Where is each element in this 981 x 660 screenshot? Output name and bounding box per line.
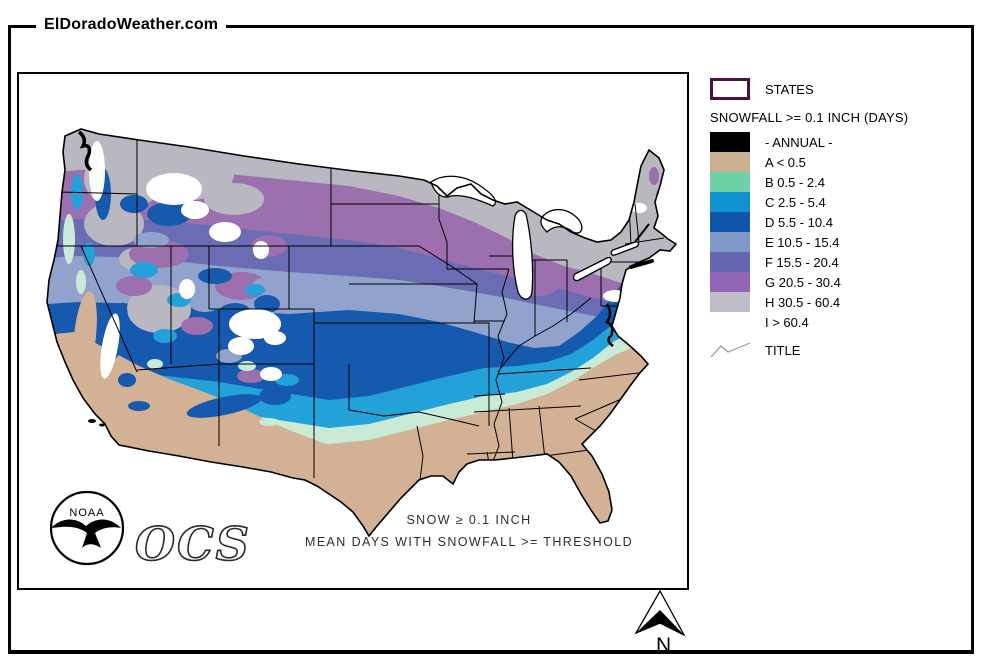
map-caption-line2: MEAN DAYS WITH SNOWFALL >= THRESHOLD — [305, 535, 633, 549]
long-island — [629, 259, 654, 269]
legend-states-row: STATES — [710, 77, 972, 101]
puget-sound — [77, 130, 93, 172]
legend-row-h: H 30.5 - 60.4 — [710, 292, 972, 312]
title-row-label: TITLE — [765, 342, 801, 358]
legend-row-annual: - ANNUAL - — [710, 132, 972, 152]
site-title[interactable]: ElDoradoWeather.com — [36, 16, 227, 34]
north-arrow-chevron — [636, 610, 684, 635]
title-zigzag-icon — [710, 342, 751, 358]
swatch-h — [710, 292, 750, 312]
swatch-e — [710, 232, 750, 252]
st-lawrence — [634, 223, 650, 243]
legend-row-g: G 20.5 - 30.4 — [710, 272, 972, 292]
legend-row-a: A < 0.5 — [710, 152, 972, 172]
states-label: STATES — [765, 81, 814, 97]
us-snowfall-map[interactable] — [19, 74, 687, 588]
swatch-f — [710, 252, 750, 272]
lake-michigan — [511, 209, 534, 300]
legend-row-c: C 2.5 - 5.4 — [710, 192, 972, 212]
legend-row-b: B 0.5 - 2.4 — [710, 172, 972, 192]
legend-row-i: I > 60.4 — [710, 312, 972, 332]
noaa-bird-icon — [51, 519, 121, 548]
map-caption-line1: SNOW ≥ 0.1 INCH — [406, 513, 532, 527]
swatch-b — [710, 172, 750, 192]
swatch-c — [710, 192, 750, 212]
map-panel: SNOW ≥ 0.1 INCH MEAN DAYS WITH SNOWFALL … — [17, 72, 689, 590]
legend-title-row: TITLE — [710, 339, 972, 361]
swatch-g — [710, 272, 750, 292]
great-lakes — [430, 175, 640, 300]
north-arrow: N — [634, 589, 686, 656]
legend: STATES SNOWFALL >= 0.1 INCH (DAYS) - ANN… — [710, 77, 972, 361]
swatch-a — [710, 152, 750, 172]
legend-heading: SNOWFALL >= 0.1 INCH (DAYS) — [710, 110, 909, 125]
legend-row-e: E 10.5 - 15.4 — [710, 232, 972, 252]
us-outline — [46, 128, 678, 538]
north-arrow-label: N — [656, 634, 671, 656]
lake-superior — [430, 175, 497, 207]
lake-erie — [572, 256, 612, 282]
swatch-i — [710, 312, 750, 332]
mosaic-green-patches — [63, 214, 279, 426]
state-borders — [49, 138, 665, 489]
legend-row-f: F 15.5 - 20.4 — [710, 252, 972, 272]
noaa-logo-text: NOAA — [69, 507, 104, 519]
lake-ontario — [610, 241, 640, 256]
states-swatch — [710, 78, 750, 100]
mosaic-white-patches — [89, 141, 647, 381]
ocs-logo-text: OCS — [135, 517, 248, 571]
legend-row-d: D 5.5 - 10.4 — [710, 212, 972, 232]
agency-logos: NOAA OCS — [49, 490, 248, 572]
channel-islands — [88, 419, 105, 427]
swatch-d — [710, 212, 750, 232]
swatch-annual — [710, 132, 750, 152]
